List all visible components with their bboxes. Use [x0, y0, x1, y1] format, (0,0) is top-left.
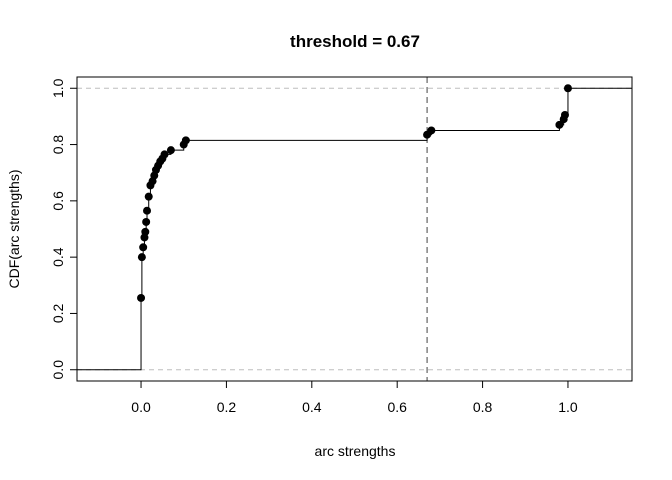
x-tick-label: 0.8: [473, 399, 493, 415]
y-tick-label: 0.2: [50, 304, 66, 324]
data-point: [555, 120, 564, 129]
x-tick-label: 1.0: [558, 399, 578, 415]
data-point: [141, 227, 150, 236]
plot-frame: [76, 76, 633, 382]
y-tick-label: 0.0: [50, 360, 66, 380]
x-tick-label: 0.0: [131, 399, 151, 415]
data-point: [181, 136, 190, 145]
cdf-step-line: [77, 87, 632, 371]
cdf-step-path: [77, 87, 632, 371]
x-axis-label: arc strengths: [315, 443, 396, 459]
y-tick-label: 1.0: [50, 78, 66, 98]
x-tick-label: 0.2: [217, 399, 237, 415]
y-axis-label: CDF(arc strengths): [6, 169, 22, 288]
data-points: [137, 84, 572, 302]
x-tick-label: 0.4: [302, 399, 322, 415]
y-tick-label: 0.8: [50, 135, 66, 155]
reference-lines: [77, 77, 632, 381]
data-point: [160, 150, 169, 159]
data-point: [560, 111, 569, 119]
y-tick-label: 0.6: [50, 191, 66, 211]
y-tick-label: 0.4: [50, 247, 66, 267]
y-axis: 0.0 0.2 0.4 0.6 0.8 1.0: [50, 78, 78, 380]
data-point: [144, 192, 153, 201]
data-point: [166, 146, 175, 155]
x-tick-label: 0.6: [387, 399, 407, 415]
data-point: [137, 253, 146, 262]
data-point: [427, 126, 436, 135]
chart-title: threshold = 0.67: [290, 32, 420, 51]
data-point: [563, 84, 572, 93]
data-point: [139, 243, 148, 252]
data-point: [143, 206, 152, 215]
data-point: [142, 217, 151, 226]
x-axis: 0.0 0.2 0.4 0.6 0.8 1.0: [131, 380, 578, 415]
data-point: [137, 293, 146, 302]
